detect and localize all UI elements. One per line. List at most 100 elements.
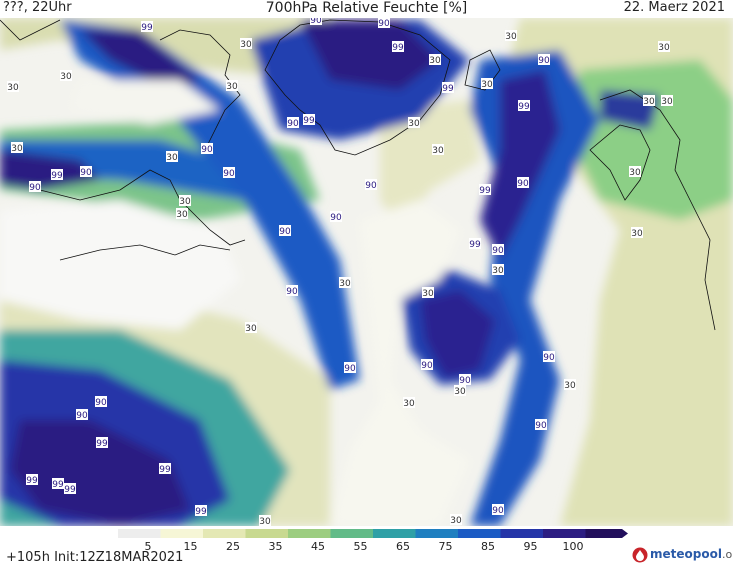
contour-label: 99 <box>159 463 171 475</box>
contour-label: 99 <box>141 21 153 33</box>
contour-label-bg <box>505 30 517 41</box>
contour-label-bg <box>287 117 299 128</box>
colorbar-box <box>415 529 459 538</box>
contour-label: 30 <box>60 70 72 82</box>
contour-label: 30 <box>432 144 444 156</box>
contour-label-text: 99 <box>26 476 38 486</box>
contour-label-bg <box>286 285 298 296</box>
contour-label-bg <box>310 18 322 25</box>
contour-label-bg <box>421 359 433 370</box>
meteopool-logo[interactable]: meteopool.org <box>632 546 733 564</box>
contour-label: 30 <box>643 95 655 107</box>
colorbar-tick-label: 55 <box>354 540 368 550</box>
contour-label-bg <box>450 514 462 525</box>
contour-label-bg <box>245 322 257 333</box>
colorbar-tick-label: 65 <box>396 540 410 550</box>
contour-label-text: 30 <box>631 229 643 239</box>
colorbar-box <box>585 529 628 538</box>
colorbar-box <box>543 529 586 538</box>
contour-label: 90 <box>223 167 235 179</box>
contour-label-bg <box>538 54 550 65</box>
contour-label: 30 <box>422 287 434 299</box>
contour-label-bg <box>141 21 153 32</box>
coastline-hudson <box>39 169 246 246</box>
contour-label: 90 <box>365 179 377 191</box>
contour-label-text: 99 <box>141 23 153 33</box>
contour-label-bg <box>80 166 92 177</box>
colorbar-tick-label: 35 <box>269 540 283 550</box>
contour-label: 99 <box>96 437 108 449</box>
contour-label-text: 99 <box>96 439 108 449</box>
contour-label: 90 <box>492 504 504 516</box>
contour-label-text: 30 <box>564 381 576 391</box>
contour-label-bg <box>195 505 207 516</box>
contour-label: 99 <box>442 82 454 94</box>
contour-label: 30 <box>481 78 493 90</box>
contour-label-text: 90 <box>517 179 529 189</box>
contour-label-bg <box>517 177 529 188</box>
contour-label-text: 30 <box>629 168 641 178</box>
contour-label: 99 <box>51 169 63 181</box>
contour-label-bg <box>201 143 213 154</box>
contour-label-bg <box>479 184 491 195</box>
coastline-scandinavia <box>599 89 716 331</box>
contour-label: 30 <box>408 117 420 129</box>
coastline-baffin <box>159 29 241 151</box>
contour-label-text: 99 <box>52 480 64 490</box>
contour-label: 90 <box>279 225 291 237</box>
contour-label-text: 30 <box>643 97 655 107</box>
contour-label-bg <box>95 396 107 407</box>
contour-label: 90 <box>80 166 92 178</box>
contour-label-bg <box>658 41 670 52</box>
contour-label-text: 30 <box>176 210 188 220</box>
contour-label-bg <box>629 166 641 177</box>
contour-label-text: 90 <box>76 411 88 421</box>
valid-time-label: ???, 22Uhr <box>3 0 72 15</box>
logo-text: meteopool.org <box>650 547 733 561</box>
contour-label: 30 <box>339 277 351 289</box>
contour-label-bg <box>454 385 466 396</box>
contour-label-bg <box>422 287 434 298</box>
contour-label-text: 30 <box>432 146 444 156</box>
colorbar-tick-label: 85 <box>481 540 495 550</box>
contour-label-text: 90 <box>286 287 298 297</box>
colorbar-box <box>203 529 246 538</box>
contour-label: 90 <box>310 18 322 26</box>
contour-label: 30 <box>429 54 441 66</box>
colorbar: 5 15 25 35 45 55 65 75 85 95 100 <box>118 529 628 550</box>
contour-label: 90 <box>95 396 107 408</box>
contour-label-bg <box>432 144 444 155</box>
contour-label: 30 <box>661 95 673 107</box>
contour-label: 30 <box>240 38 252 50</box>
contour-label: 30 <box>631 227 643 239</box>
colorbar-box <box>118 529 161 538</box>
contour-label-text: 99 <box>479 186 491 196</box>
contour-label: 90 <box>76 409 88 421</box>
contour-label: 99 <box>479 184 491 196</box>
contour-label-bg <box>223 167 235 178</box>
contour-label-text: 90 <box>201 145 213 155</box>
contour-label-text: 30 <box>226 82 238 92</box>
contour-label-text: 30 <box>259 517 271 526</box>
contour-label: 90 <box>29 181 41 193</box>
contour-label: 99 <box>52 478 64 490</box>
contour-label: 30 <box>629 166 641 178</box>
contour-label-bg <box>459 374 471 385</box>
contour-label-bg <box>179 195 191 206</box>
contour-label-text: 30 <box>7 83 19 93</box>
contour-label-text: 90 <box>378 19 390 29</box>
contour-label: 30 <box>226 80 238 92</box>
contour-label-text: 99 <box>195 507 207 517</box>
contour-label-bg <box>11 142 23 153</box>
contour-label-text: 30 <box>166 153 178 163</box>
contour-label-text: 30 <box>11 144 23 154</box>
colorbar-tick-label: 95 <box>524 540 538 550</box>
contour-label-bg <box>661 95 673 106</box>
contour-label-bg <box>492 244 504 255</box>
contour-label-bg <box>535 419 547 430</box>
contour-label-text: 99 <box>392 43 404 53</box>
contour-label: 90 <box>421 359 433 371</box>
contour-label-text: 90 <box>29 183 41 193</box>
contour-label-text: 90 <box>279 227 291 237</box>
contour-label-bg <box>378 18 390 28</box>
